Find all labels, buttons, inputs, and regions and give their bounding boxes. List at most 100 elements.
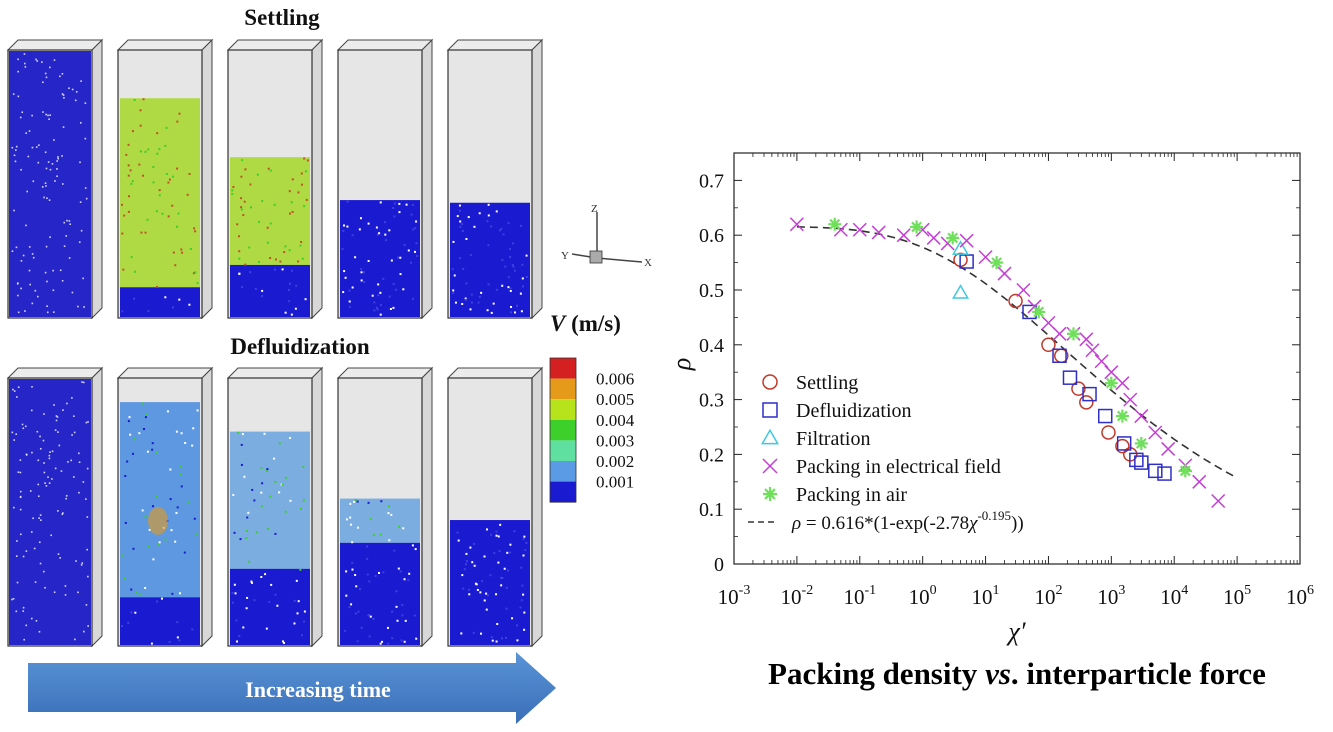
data-point	[1052, 348, 1067, 364]
data-point	[1094, 354, 1109, 369]
data-point	[1085, 343, 1100, 358]
data-point	[1115, 438, 1130, 454]
fit-curve	[796, 226, 1238, 479]
axis-x-label: X	[644, 257, 652, 269]
y-tick-label: 0.2	[699, 444, 724, 466]
data-point	[828, 217, 842, 231]
plot-area	[733, 152, 1301, 565]
data-point	[997, 266, 1012, 281]
series-packing-in-air	[828, 217, 1192, 478]
data-point	[871, 225, 886, 240]
colorbar-tick-label: 0.005	[596, 390, 634, 409]
data-point	[1052, 326, 1067, 341]
x-axis-label: χ′	[1005, 617, 1025, 646]
data-point	[1079, 332, 1094, 347]
axis-y-label: Y	[561, 250, 569, 262]
data-point	[1178, 464, 1192, 478]
simulation-panel: Settling Defluidization Z X Y V (m/s) 0.…	[6, 5, 652, 724]
x-tick-label: 101	[972, 583, 1000, 609]
defluidization-column-4	[336, 366, 434, 648]
defluidization-column-1	[6, 366, 104, 648]
particle-columns	[6, 38, 544, 648]
axis-z-label: Z	[591, 203, 598, 215]
data-point	[1116, 436, 1132, 451]
colorbar-swatch-2	[550, 378, 576, 400]
defluidization-column-2	[116, 366, 214, 648]
data-point	[978, 250, 993, 265]
data-point	[1097, 408, 1113, 424]
data-point	[1134, 436, 1148, 450]
data-point	[952, 240, 969, 255]
legend-fit-equation: ρ = 0.616*(1-exp(-2.78χ-0.195))	[791, 508, 1024, 534]
data-point	[1148, 425, 1163, 440]
colorbar-swatch-7	[550, 481, 576, 503]
data-point	[910, 220, 924, 234]
colorbar-swatch-4	[550, 419, 576, 441]
settling-column-3	[226, 38, 324, 320]
series-filtration	[952, 240, 969, 299]
data-point	[1115, 376, 1130, 391]
data-point	[1192, 474, 1207, 489]
data-point	[1066, 327, 1080, 341]
y-axis-label: ρ	[667, 358, 696, 371]
data-point	[789, 217, 804, 232]
data-point	[1104, 365, 1119, 380]
legend-marker-1	[762, 374, 778, 390]
defluidization-column-3	[226, 366, 324, 648]
colorbar-swatch-5	[550, 440, 576, 461]
x-tick-label: 102	[1034, 583, 1062, 609]
data-point	[990, 256, 1004, 270]
data-point	[1041, 337, 1056, 353]
x-tick-label: 10-2	[781, 583, 814, 609]
settling-column-4	[336, 38, 434, 320]
x-tick-label: 10-3	[718, 583, 751, 609]
chart-title: Packing density vs. interparticle force	[768, 656, 1266, 691]
axes-triad: Z X Y	[561, 203, 652, 269]
data-point	[896, 228, 911, 243]
data-point	[946, 231, 960, 245]
data-point	[1148, 463, 1163, 479]
x-tick-label: 10-1	[843, 583, 876, 609]
colorbar-swatch-6	[550, 461, 576, 482]
data-point	[1062, 370, 1078, 385]
y-tick-label: 0.7	[699, 170, 724, 192]
data-point	[1123, 392, 1138, 407]
defluidization-row-label: Defluidization	[230, 334, 369, 359]
data-point	[1082, 386, 1097, 402]
x-tick-label: 103	[1097, 583, 1125, 609]
x-tick-label: 104	[1160, 583, 1188, 609]
x-tick-label: 100	[909, 583, 937, 609]
data-point	[1134, 409, 1149, 424]
data-point	[1134, 455, 1149, 470]
legend-marker-5	[763, 487, 777, 501]
data-point	[1032, 305, 1046, 319]
data-point	[1071, 381, 1086, 396]
series-defluidization	[959, 254, 1172, 481]
colorbar-tick-label: 0.001	[596, 473, 634, 492]
data-point	[1211, 493, 1226, 509]
colorbar-swatch-3	[550, 399, 576, 420]
legend-label-1: Settling	[796, 372, 858, 394]
legend-label-4: Packing in electrical field	[796, 456, 1001, 478]
settling-column-5	[446, 38, 544, 320]
y-tick-label: 0.5	[699, 280, 724, 302]
legend-label-5: Packing in air	[796, 484, 907, 506]
data-point	[1101, 425, 1116, 440]
colorbar-title: V (m/s)	[550, 311, 621, 336]
data-point	[959, 254, 974, 269]
y-tick-label: 0.6	[699, 225, 724, 247]
y-tick-label: 0.1	[699, 499, 724, 521]
packing-density-chart: 10-3 10-2 10-1 100 101 102 103 104 105 106 0 0.1 0.2…	[667, 152, 1314, 691]
y-tick-label: 0	[714, 554, 724, 576]
colorbar-tick-label: 0.006	[596, 370, 634, 389]
data-point	[1161, 441, 1176, 456]
y-tick-label: 0.4	[699, 335, 724, 357]
data-point	[1041, 315, 1056, 330]
data-point	[926, 230, 941, 245]
data-point	[1157, 466, 1172, 481]
settling-column-2	[116, 38, 214, 320]
data-point	[1129, 452, 1144, 468]
data-point	[952, 284, 969, 299]
time-arrow-label: Increasing time	[245, 677, 391, 702]
colorbar-tick-label: 0.003	[596, 431, 634, 450]
